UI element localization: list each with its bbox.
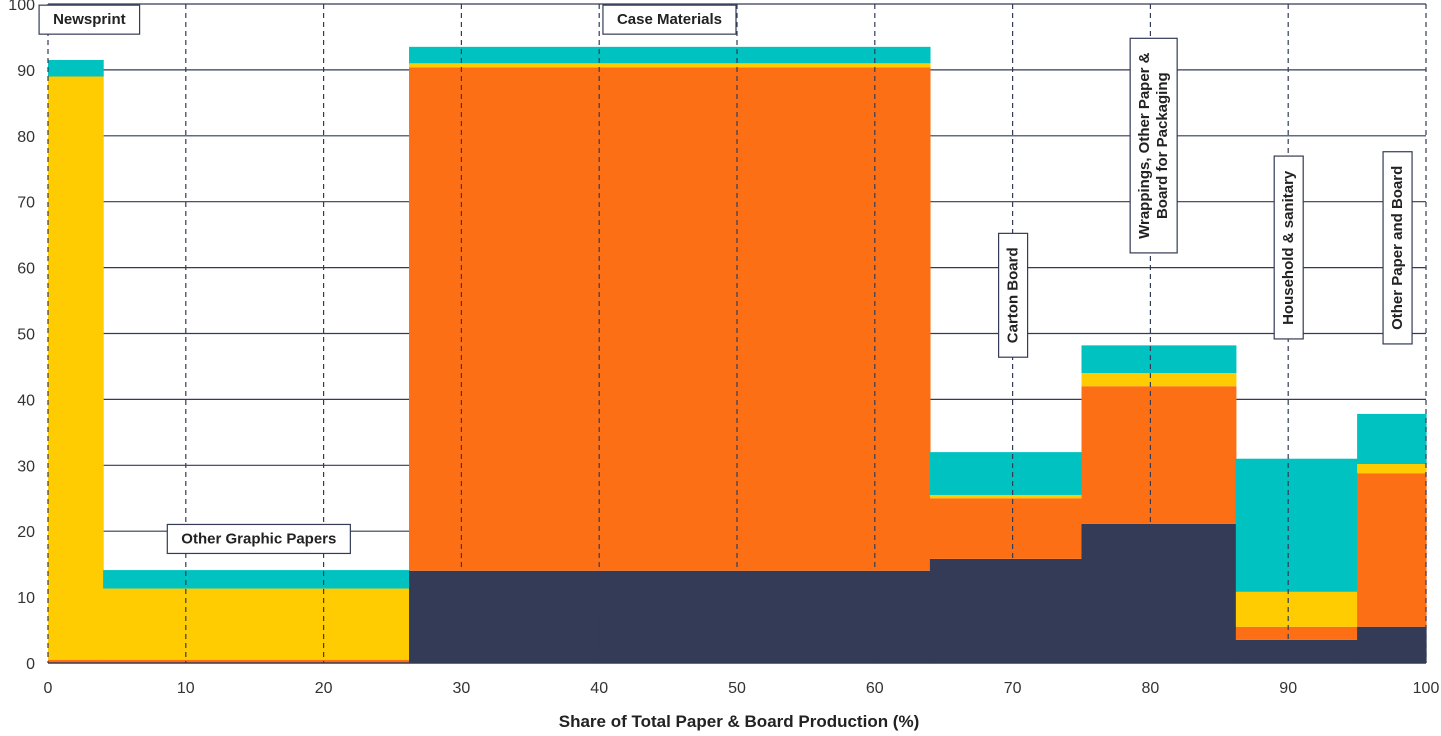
bar-segment (1235, 639, 1358, 663)
x-tick-label: 90 (1279, 680, 1297, 697)
annotation-box (1273, 155, 1304, 340)
bar-segment (1235, 626, 1358, 640)
annotation-text: Other Graphic Papers (181, 530, 336, 547)
x-tick-label: 100 (1413, 680, 1440, 697)
bar-segment (409, 67, 931, 571)
bar-segment (1357, 463, 1427, 474)
axes: 0 10 20 30 40 50 60 70 80 90 100 0 10 20 30 40 50 60 70 80 9… (8, 0, 1439, 697)
annotation-label: Household & sanitary (1273, 155, 1304, 340)
bar-segment (1235, 591, 1358, 627)
bar-segment (409, 570, 931, 663)
y-tick-label: 100 (8, 0, 35, 14)
annotation-text: Newsprint (53, 11, 126, 28)
x-tick-label: 0 (44, 680, 53, 697)
annotation-label: Carton Board (997, 232, 1029, 358)
annotation-label: Newsprint (38, 4, 141, 35)
category-annotations: Newsprint Other Graphic Papers Case Materi… (38, 4, 1413, 555)
annotation-text: Wrappings, Other Paper &Board for Packag… (1136, 52, 1171, 239)
annotation-box (1382, 151, 1413, 345)
annotation-line: Board for Packaging (1154, 72, 1171, 219)
x-tick-label: 50 (728, 680, 746, 697)
bar-segment (929, 558, 1083, 663)
x-tick-label: 70 (1004, 680, 1022, 697)
annotation-text: Case Materials (617, 11, 722, 28)
annotation-line: Household & sanitary (1280, 170, 1297, 325)
y-tick-label: 20 (17, 524, 35, 541)
bar-segment (103, 588, 410, 660)
bar-segment (1081, 345, 1237, 374)
bar-segment (1081, 373, 1237, 387)
annotation-box (997, 232, 1029, 358)
bar-segment (1235, 458, 1358, 592)
x-tick-label: 10 (177, 680, 195, 697)
bar-segment (929, 498, 1083, 559)
y-tick-label: 10 (17, 590, 35, 607)
y-tick-label: 50 (17, 327, 35, 344)
bar-segment (1357, 626, 1427, 663)
bar-segments (48, 46, 1427, 663)
annotation-label: Wrappings, Other Paper &Board for Packag… (1129, 37, 1178, 254)
bar-segment (48, 76, 104, 660)
bar-segment (409, 63, 931, 68)
y-tick-label: 80 (17, 129, 35, 146)
annotation-box (1129, 37, 1178, 254)
x-tick-label: 20 (315, 680, 333, 697)
annotation-line: Carton Board (1005, 247, 1022, 343)
annotation-label: Case Materials (602, 4, 737, 35)
y-tick-label: 90 (17, 63, 35, 80)
y-tick-label: 30 (17, 458, 35, 475)
x-tick-label: 80 (1142, 680, 1160, 697)
bar-segment (1357, 413, 1427, 464)
x-tick-label: 60 (866, 680, 884, 697)
bar-segment (103, 659, 410, 663)
x-tick-label: 40 (590, 680, 608, 697)
y-tick-label: 40 (17, 392, 35, 409)
annotation-label: Other Graphic Papers (166, 523, 351, 555)
annotation-text: Carton Board (1005, 247, 1022, 343)
annotation-line: Wrappings, Other Paper & (1136, 52, 1153, 239)
annotation-box (38, 4, 141, 35)
bar-segment (1081, 523, 1237, 663)
bar-segment (929, 452, 1083, 495)
bar-segment (929, 494, 1083, 499)
annotation-box (166, 523, 351, 555)
bar-segment (1357, 473, 1427, 627)
annotation-text: Other Paper and Board (1389, 166, 1406, 330)
annotation-line: Other Graphic Papers (181, 530, 336, 547)
annotation-label: Other Paper and Board (1382, 151, 1413, 345)
x-tick-label: 30 (453, 680, 471, 697)
annotation-text: Household & sanitary (1280, 170, 1297, 325)
bar-segment (48, 659, 104, 663)
y-tick-label: 60 (17, 261, 35, 278)
bar-segment (409, 46, 931, 64)
bar-segment (1081, 386, 1237, 524)
bar-segment (48, 60, 104, 77)
annotation-line: Case Materials (617, 11, 722, 28)
bar-segment (103, 570, 410, 589)
annotation-line: Newsprint (53, 11, 126, 28)
y-tick-label: 0 (26, 656, 35, 673)
x-axis-title: Share of Total Paper & Board Production … (559, 712, 920, 731)
annotation-box (602, 4, 737, 35)
annotation-line: Other Paper and Board (1389, 166, 1406, 330)
y-tick-label: 70 (17, 195, 35, 212)
